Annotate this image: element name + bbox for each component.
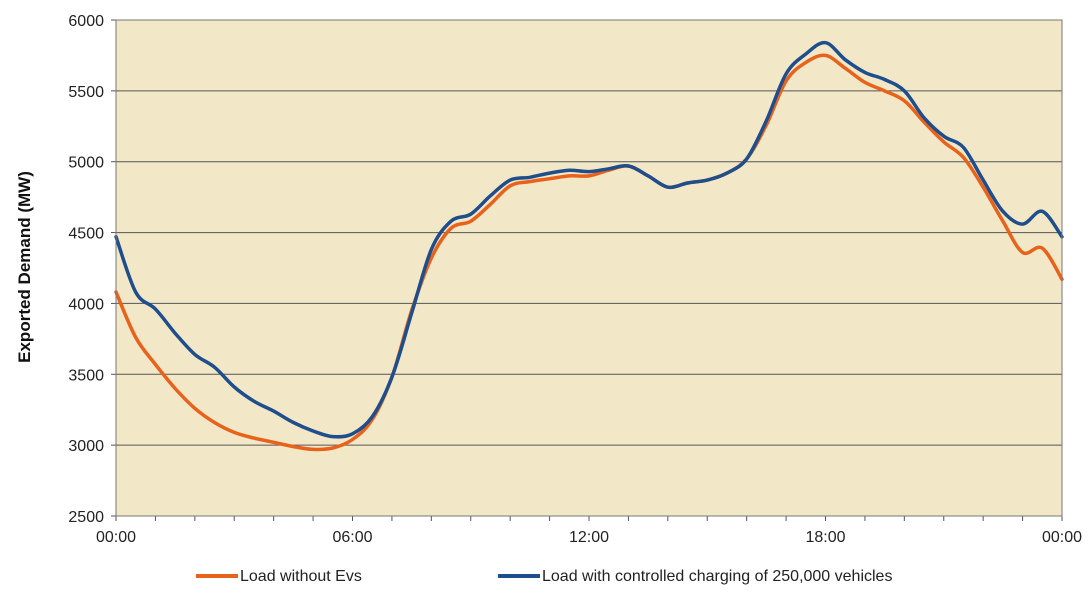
y-tick-label: 4500	[68, 226, 104, 243]
x-tick-labels: 00:00 06:00 12:00 18:00 00:00	[96, 529, 1082, 546]
y-tick-label: 5000	[68, 155, 104, 172]
y-tick-label: 2500	[68, 509, 104, 526]
y-axis-label: Exported Demand (MW)	[15, 171, 34, 363]
x-tick-label: 18:00	[805, 529, 845, 546]
x-tick-label: 12:00	[569, 529, 609, 546]
y-tick-label: 5500	[68, 84, 104, 101]
x-tick-label: 00:00	[1042, 529, 1082, 546]
y-tick-labels: 2500 3000 3500 4000 4500 5000 5500 6000	[68, 13, 104, 526]
series-layer	[114, 40, 1064, 452]
y-tick-label: 3000	[68, 438, 104, 455]
y-tick-label: 4000	[68, 296, 104, 313]
plot-background	[116, 20, 1062, 516]
plot-border	[115, 19, 1063, 517]
series-line-1	[114, 53, 1064, 452]
legend: Load without Evs Load with controlled cha…	[196, 568, 892, 585]
series-line-2	[114, 40, 1064, 439]
y-tick-label: 6000	[68, 13, 104, 30]
x-tick-label: 00:00	[96, 529, 136, 546]
legend-label-2: Load with controlled charging of 250,000…	[542, 568, 892, 585]
legend-label-1: Load without Evs	[240, 568, 362, 585]
x-tick-label: 06:00	[332, 529, 372, 546]
y-tick-label: 3500	[68, 367, 104, 384]
